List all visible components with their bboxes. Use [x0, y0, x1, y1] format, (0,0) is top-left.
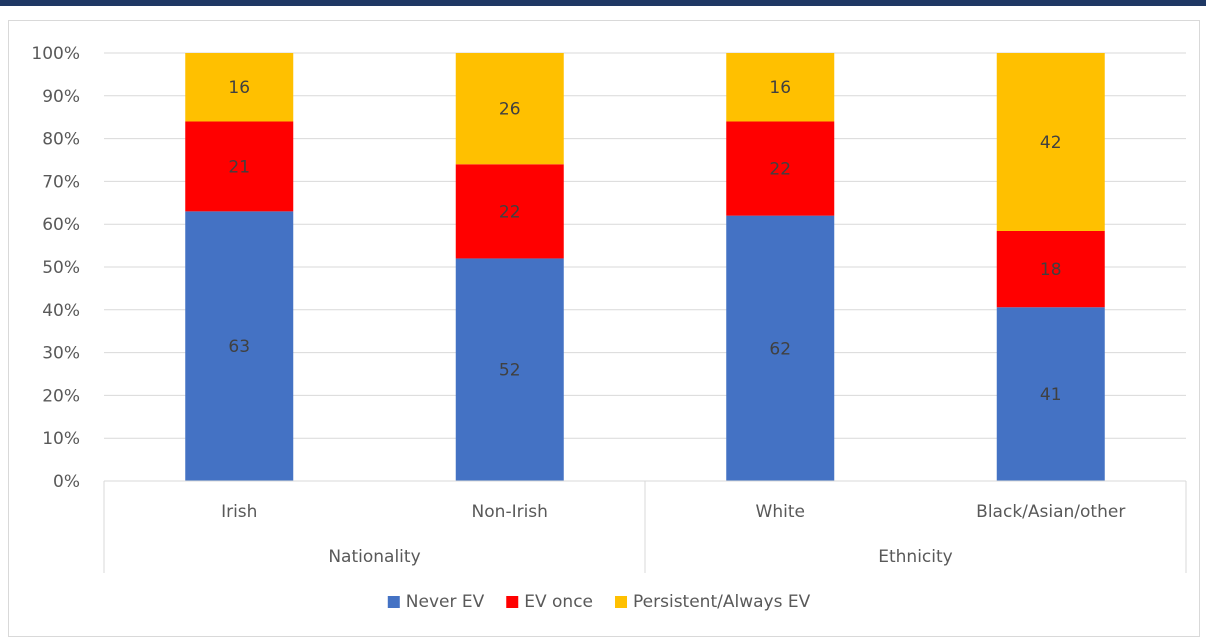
x-tick-label: White — [756, 502, 805, 522]
data-label: 52 — [499, 361, 521, 381]
chart-frame: 0% 10% 20% 30% 40% 50% 60% 70% 80% 90% 100% 63 21 16… — [8, 20, 1200, 637]
y-tick-label: 30% — [42, 344, 80, 364]
bar-segment — [996, 307, 1105, 481]
bar-segment — [185, 53, 294, 122]
data-label: 16 — [228, 78, 250, 98]
data-label: 62 — [769, 339, 791, 359]
data-label: 63 — [228, 337, 250, 357]
y-tick-label: 0% — [53, 472, 80, 492]
bar-segment — [185, 121, 294, 212]
legend: Never EV EV once Persistent/Always EV — [387, 592, 811, 612]
legend-label: EV once — [524, 592, 593, 612]
bar-segment — [455, 53, 564, 165]
bar-segment — [185, 211, 294, 482]
y-tick-label: 80% — [42, 130, 80, 150]
x-tick-label: Black/Asian/other — [976, 502, 1125, 522]
bar-segment — [726, 215, 835, 481]
bar-segment — [996, 230, 1105, 308]
x-tick-label: Irish — [221, 502, 257, 522]
data-label: 22 — [769, 160, 791, 180]
data-label: 22 — [499, 202, 521, 222]
group-label: Ethnicity — [878, 547, 952, 567]
data-label: 21 — [228, 157, 250, 177]
y-tick-label: 100% — [31, 44, 80, 64]
x-axis: Irish Non-Irish White Black/Asian/other Nati… — [103, 480, 1187, 573]
data-labels: 63 21 16 52 22 26 62 22 16 41 18 42 — [228, 78, 1061, 405]
data-label: 42 — [1040, 133, 1062, 153]
y-tick-label: 50% — [42, 258, 80, 278]
data-label: 41 — [1040, 385, 1062, 405]
y-tick-label: 60% — [42, 215, 80, 235]
legend-label: Persistent/Always EV — [633, 592, 811, 612]
stacked-bar-chart: 0% 10% 20% 30% 40% 50% 60% 70% 80% 90% 100% 63 21 16… — [31, 44, 1187, 612]
data-label: 18 — [1040, 260, 1062, 280]
bar-segment — [726, 121, 835, 216]
legend-swatch — [615, 596, 628, 608]
top-border — [0, 0, 1206, 6]
y-tick-label: 10% — [42, 429, 80, 449]
bar-segment — [996, 53, 1105, 231]
bars — [185, 53, 1105, 482]
y-tick-label: 90% — [42, 87, 80, 107]
legend-label: Never EV — [406, 592, 485, 612]
data-label: 16 — [769, 78, 791, 98]
legend-swatch — [387, 596, 400, 608]
data-label: 26 — [499, 100, 521, 120]
y-tick-label: 70% — [42, 172, 80, 192]
y-axis-ticks: 0% 10% 20% 30% 40% 50% 60% 70% 80% 90% 100% — [31, 44, 80, 492]
group-label: Nationality — [328, 547, 420, 567]
x-tick-label: Non-Irish — [472, 502, 548, 522]
bar-segment — [455, 258, 564, 481]
legend-swatch — [506, 596, 519, 608]
y-tick-label: 40% — [42, 301, 80, 321]
y-tick-label: 20% — [42, 386, 80, 406]
bar-segment — [726, 53, 835, 122]
bar-segment — [455, 164, 564, 259]
